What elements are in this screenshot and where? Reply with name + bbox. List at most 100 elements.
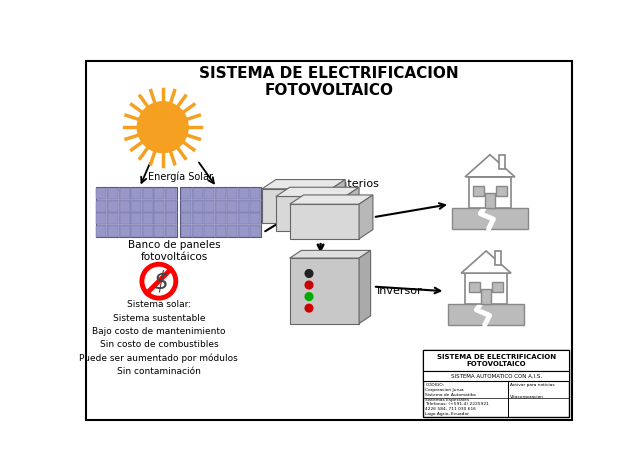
Bar [499,155,505,169]
Bar [227,213,238,224]
Bar [181,226,191,237]
Bar [290,204,359,239]
Bar [239,200,249,211]
Text: Sistema solar:
Sistema sustentable
Bajo costo de mantenimiento
Sin costo de comb: Sistema solar: Sistema sustentable Bajo … [80,300,238,376]
Bar [193,188,203,199]
Circle shape [305,281,313,289]
Polygon shape [359,250,370,324]
Circle shape [305,269,313,278]
Text: CODIGO:
Corporacion Jurua
Sistema de Automatika
Sistemas Especiales
Telefonos: (: CODIGO: Corporacion Jurua Sistema de Aut… [425,383,489,416]
Bar [204,213,214,224]
Bar [204,226,214,237]
Text: SISTEMA DE ELECTRIFICACION
FOTOVOLTAICO: SISTEMA DE ELECTRIFICACION FOTOVOLTAICO [437,354,556,367]
Bar [96,187,177,238]
Bar [143,213,153,224]
Bar [154,213,164,224]
Bar [496,186,507,196]
Bar [250,226,261,237]
Bar [452,208,528,229]
Bar [96,226,107,237]
Bar [96,200,107,211]
Polygon shape [359,195,373,239]
Bar [227,200,238,211]
Bar [180,187,261,238]
Bar [143,200,153,211]
Bar [193,213,203,224]
Bar [216,188,226,199]
Polygon shape [262,179,345,189]
Bar [154,226,164,237]
Bar [227,226,238,237]
Text: Banco de baterios: Banco de baterios [278,179,379,189]
Polygon shape [465,155,515,177]
Bar [143,226,153,237]
Bar [469,177,511,208]
Bar [239,226,249,237]
Bar [239,213,249,224]
Bar [108,213,118,224]
Bar [290,258,359,324]
Bar [181,213,191,224]
Bar [119,200,130,211]
Text: SISTEMA DE ELECTRIFICACION
FOTOVOLTAICO: SISTEMA DE ELECTRIFICACION FOTOVOLTAICO [199,66,459,98]
Circle shape [137,102,188,153]
Bar [216,200,226,211]
Bar [131,213,141,224]
Polygon shape [276,187,359,197]
Bar [473,186,483,196]
Bar [262,189,331,223]
Bar [204,188,214,199]
Bar [119,226,130,237]
Bar [166,226,176,237]
Bar [423,350,569,371]
Bar [181,200,191,211]
Bar [423,371,569,381]
Text: SISTEMA AUTOMATICO CON A.I.S.: SISTEMA AUTOMATICO CON A.I.S. [451,374,542,379]
Bar [485,193,495,208]
Bar [119,188,130,199]
Bar [193,226,203,237]
Bar [216,213,226,224]
Bar [131,200,141,211]
Text: Inversor: Inversor [377,286,422,296]
Polygon shape [461,251,511,273]
Bar [154,200,164,211]
Polygon shape [290,250,370,258]
Bar [154,188,164,199]
Bar [250,188,261,199]
Polygon shape [290,195,373,204]
Bar [108,188,118,199]
Bar [482,289,491,304]
Circle shape [305,293,313,300]
Bar [96,213,107,224]
Bar [227,188,238,199]
Text: Vitacorporacion: Vitacorporacion [510,395,544,399]
Text: Banco de paneles
fotovoltáicos: Banco de paneles fotovoltáicos [128,240,221,262]
Bar [131,188,141,199]
Text: $: $ [153,269,168,293]
Bar [204,200,214,211]
Bar [108,200,118,211]
Bar [108,226,118,237]
Bar [423,350,569,417]
Bar [469,282,480,292]
Bar [492,282,503,292]
Bar [250,200,261,211]
Bar [448,304,525,325]
Bar [166,213,176,224]
Bar [119,213,130,224]
Bar [495,251,501,265]
Bar [216,226,226,237]
Circle shape [142,264,176,298]
Bar [166,188,176,199]
Bar [96,188,107,199]
Bar [131,226,141,237]
Polygon shape [331,179,345,223]
Bar [166,200,176,211]
Text: Energía Solar: Energía Solar [148,172,213,182]
Circle shape [305,304,313,312]
Bar [239,188,249,199]
Bar [465,273,507,304]
Bar [276,197,345,231]
Bar [250,213,261,224]
